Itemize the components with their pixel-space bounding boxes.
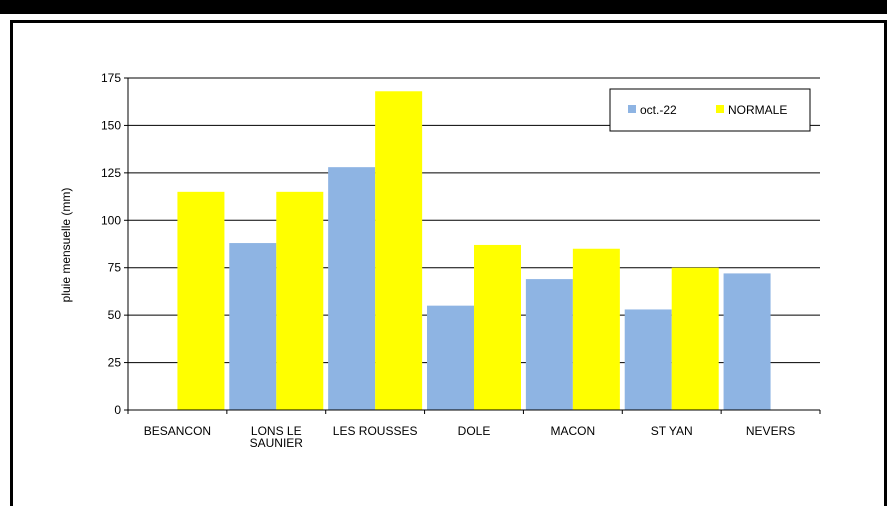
- bar-normale: [572, 248, 620, 410]
- bar-normale: [671, 267, 719, 410]
- x-tick-label: ST YAN: [651, 424, 693, 438]
- bar-normale: [276, 191, 324, 410]
- x-tick-label: DOLE: [458, 424, 491, 438]
- legend-box: [609, 88, 811, 132]
- bar-normale: [375, 91, 423, 410]
- bar-oct-22: [723, 273, 771, 410]
- y-tick-label: 0: [114, 403, 121, 417]
- y-tick-label: 75: [108, 261, 122, 275]
- bar-normale: [474, 244, 521, 410]
- bars: [177, 91, 771, 410]
- x-tick-label: SAUNIER: [250, 436, 304, 450]
- bar-normale: [177, 191, 225, 410]
- y-tick-label: 100: [101, 213, 121, 227]
- bar-oct-22: [328, 167, 376, 410]
- bar-oct-22: [229, 243, 277, 410]
- y-tick-label: 25: [108, 356, 122, 370]
- bar-oct-22: [624, 309, 672, 410]
- bar-oct-22: [427, 305, 474, 410]
- legend-label: oct.-22: [640, 103, 677, 117]
- axes: [127, 78, 820, 411]
- legend: oct.-22 NORMALE: [609, 88, 811, 132]
- y-axis-ticks: 0 25 50 75 100 125 150 175: [101, 71, 128, 417]
- legend-swatch: [628, 105, 636, 113]
- x-tick-label: NEVERS: [746, 424, 795, 438]
- x-tick-label: LES ROUSSES: [333, 424, 418, 438]
- y-tick-label: 50: [108, 308, 122, 322]
- y-tick-label: 175: [101, 71, 121, 85]
- x-tick-label: BESANCON: [144, 424, 211, 438]
- x-tick-label: LONS LE: [251, 424, 302, 438]
- bar-oct-22: [525, 279, 573, 410]
- legend-swatch: [716, 105, 724, 113]
- x-tick-label: MACON: [551, 424, 596, 438]
- y-axis-label: pluie mensuelle (mm): [59, 188, 73, 303]
- y-tick-label: 150: [101, 118, 121, 132]
- y-tick-label: 125: [101, 166, 121, 180]
- legend-label: NORMALE: [728, 103, 787, 117]
